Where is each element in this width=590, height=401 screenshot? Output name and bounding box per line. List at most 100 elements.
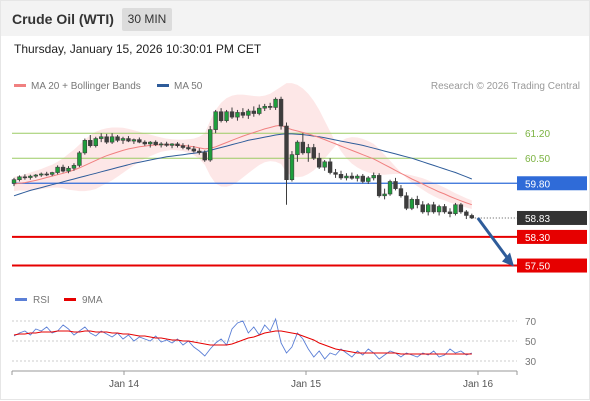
candle <box>398 185 404 198</box>
projection-line <box>476 217 509 259</box>
candle-body <box>66 167 71 172</box>
x-tick-label: Jan 16 <box>463 379 493 390</box>
candle-body <box>109 136 115 143</box>
candle-body <box>300 141 306 154</box>
candle <box>360 173 365 184</box>
legend-item-ma20: MA 20 + Bollinger Bands <box>14 81 141 92</box>
candle <box>11 177 17 187</box>
candle-body <box>126 138 131 142</box>
candle <box>208 126 213 162</box>
candle-body <box>49 172 55 175</box>
candle <box>235 109 240 121</box>
candle <box>218 108 224 123</box>
level-57-50-tag <box>517 258 587 273</box>
candle <box>333 168 338 178</box>
candle-body <box>137 139 142 143</box>
candle-body <box>289 154 295 180</box>
rsi-legend: RSI 9MA <box>15 295 103 306</box>
legend-item-ma50: MA 50 <box>157 81 202 92</box>
rsi-swatch <box>15 298 27 301</box>
candlesticks <box>11 96 474 220</box>
candle-body <box>218 111 224 121</box>
candle-body <box>235 112 240 118</box>
candle-body <box>393 181 398 189</box>
candle-body <box>169 143 175 146</box>
candle <box>99 133 104 143</box>
timeframe-button[interactable]: 30 MIN <box>122 8 172 31</box>
candle <box>404 192 409 211</box>
candle <box>115 134 120 143</box>
candle-body <box>278 98 284 127</box>
candle <box>158 142 164 148</box>
candle-body <box>431 204 436 213</box>
candle <box>387 179 393 196</box>
legend-label-ma20: MA 20 + Bollinger Bands <box>31 81 141 92</box>
ma9-swatch <box>64 298 76 301</box>
candle <box>393 177 398 191</box>
candle-body <box>28 175 33 178</box>
candle-body <box>360 175 365 182</box>
candle-body <box>311 147 316 159</box>
candle-body <box>88 140 93 147</box>
candle <box>376 173 382 198</box>
candle-body <box>22 176 28 179</box>
candle-body <box>398 188 404 197</box>
candle-body <box>442 206 447 213</box>
credit-text: Research © 2026 Trading Central <box>430 81 580 92</box>
candle <box>295 140 300 162</box>
candle-body <box>33 174 39 177</box>
candle-body <box>202 152 207 161</box>
level-58-30-tag <box>517 229 587 244</box>
candle-body <box>453 204 458 214</box>
candle-body <box>180 145 186 148</box>
candle-body <box>99 136 104 139</box>
candle-body <box>186 147 191 150</box>
candle <box>469 213 474 220</box>
candle-body <box>120 138 126 141</box>
candle <box>164 141 169 147</box>
candle <box>120 136 126 144</box>
candle-body <box>267 106 273 108</box>
candle-body <box>409 199 415 209</box>
candle-body <box>164 143 169 146</box>
candle-body <box>420 204 425 213</box>
candle <box>197 148 202 155</box>
candle-body <box>327 161 333 173</box>
candle-body <box>376 175 382 197</box>
ma20-swatch <box>14 83 26 87</box>
level-61-20-label: 61.20 <box>525 129 550 140</box>
candle <box>137 137 142 144</box>
candle <box>415 195 420 209</box>
candle-body <box>306 147 311 154</box>
candle-body <box>229 111 235 118</box>
candle <box>71 163 77 171</box>
level-60-50-label: 60.50 <box>525 154 550 165</box>
candle <box>131 138 137 144</box>
ma50-line <box>13 133 472 197</box>
candle <box>240 108 246 119</box>
candle-body <box>458 204 464 213</box>
candle <box>251 106 256 117</box>
candle-body <box>316 157 322 168</box>
candle-body <box>295 141 300 155</box>
candle-body <box>436 206 442 213</box>
candle-body <box>131 139 137 142</box>
candle <box>349 172 355 180</box>
candle <box>246 108 251 119</box>
rsi-legend-label: RSI <box>33 295 50 306</box>
candle-body <box>208 129 213 161</box>
rsi-panel: 30 50 70 <box>12 317 537 368</box>
candle <box>366 176 371 184</box>
candle <box>257 104 262 116</box>
candle-body <box>17 176 22 180</box>
candle <box>82 138 88 155</box>
candle <box>371 172 376 181</box>
bollinger-band-area <box>14 83 472 209</box>
candle-body <box>355 175 360 179</box>
candle <box>458 202 464 214</box>
candle <box>420 201 425 214</box>
candle-body <box>197 150 202 153</box>
candle <box>453 202 458 216</box>
candle <box>338 170 344 180</box>
